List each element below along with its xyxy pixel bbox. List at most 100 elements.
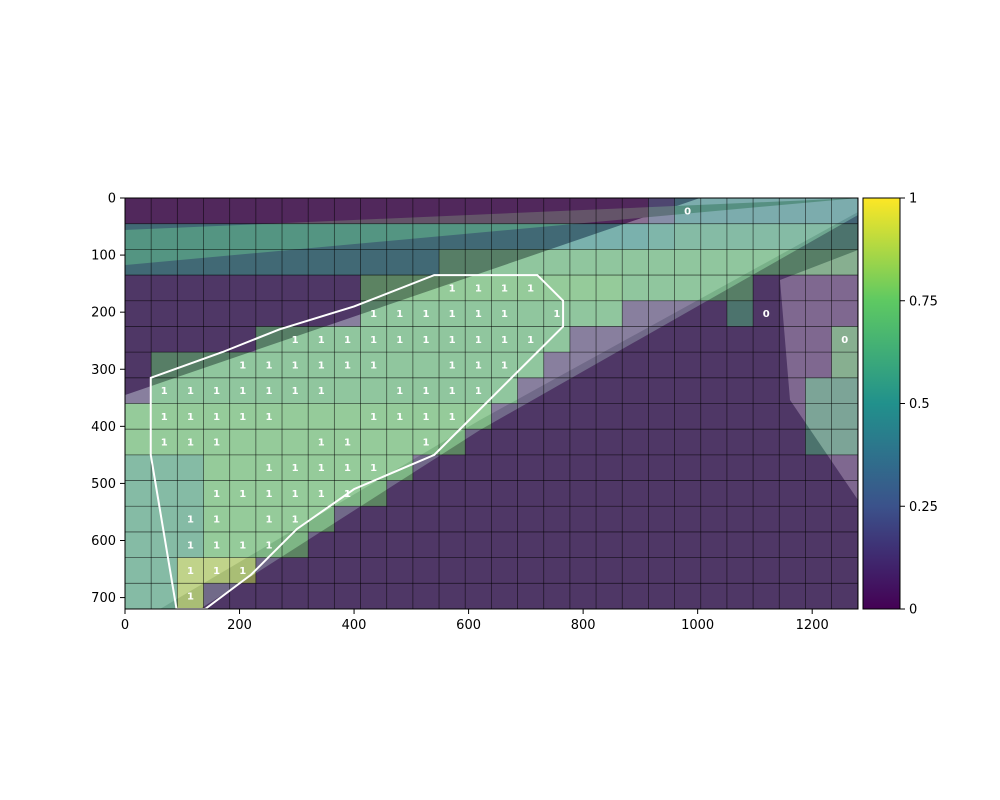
heatmap-cell — [805, 223, 832, 250]
heatmap-cell — [491, 480, 518, 507]
heatmap-cell — [726, 583, 754, 609]
heatmap-cell — [517, 300, 544, 327]
heatmap-cell — [543, 377, 570, 404]
cell-label: 1 — [213, 412, 220, 423]
region-of-interest-polygon — [149, 274, 565, 609]
heatmap-cell — [805, 531, 832, 558]
heatmap-cell — [674, 583, 701, 609]
heatmap-cell — [726, 326, 754, 353]
heatmap-cell — [753, 454, 780, 481]
heatmap-cell — [360, 249, 387, 276]
heatmap-cell — [831, 198, 858, 224]
heatmap-cell — [805, 198, 832, 224]
cell-label: 1 — [475, 335, 482, 346]
heatmap-cell — [753, 557, 780, 584]
cell-label: 1 — [187, 592, 194, 603]
heatmap-cell — [596, 506, 623, 532]
heatmap-cell — [700, 249, 727, 276]
cell-label: 1 — [422, 335, 429, 346]
heatmap-cell — [465, 480, 492, 507]
heatmap-cell — [622, 300, 649, 327]
heatmap-cell — [412, 583, 440, 609]
heatmap-cell — [412, 326, 440, 353]
heatmap-cell — [805, 403, 832, 430]
x-tick-label: 800 — [571, 618, 596, 633]
cell-label: 1 — [344, 489, 351, 500]
heatmap-cell — [779, 557, 806, 584]
heatmap-cell — [831, 429, 858, 455]
heatmap-cell — [491, 403, 518, 430]
heatmap-cell — [779, 480, 806, 507]
heatmap-cell — [622, 275, 649, 301]
heatmap-cell — [229, 275, 256, 301]
heatmap-cell — [569, 352, 597, 378]
heatmap-cell — [360, 531, 387, 558]
heatmap-cell — [831, 531, 858, 558]
heatmap-cell — [229, 531, 256, 558]
heatmap-cell — [569, 557, 597, 584]
y-tick-label: 300 — [91, 363, 116, 378]
heatmap-cell — [543, 275, 570, 301]
cell-label: 1 — [396, 412, 403, 423]
heatmap-cell — [386, 583, 413, 609]
heatmap-cell — [465, 454, 492, 481]
heatmap-cell — [439, 198, 466, 224]
cell-label: 1 — [370, 412, 377, 423]
heatmap-cell — [491, 454, 518, 481]
heatmap-cell — [308, 429, 335, 455]
heatmap-cell — [569, 223, 597, 250]
heatmap-cell — [596, 429, 623, 455]
cell-label: 1 — [187, 515, 194, 526]
heatmap-cell — [439, 506, 466, 532]
heatmap-cell — [125, 480, 152, 507]
heatmap-cell — [779, 506, 806, 532]
y-tick-label: 200 — [91, 306, 116, 321]
heatmap-cell — [439, 377, 466, 404]
heatmap-cell — [334, 223, 361, 250]
heatmap-cell — [282, 275, 309, 301]
cell-label: 1 — [370, 360, 377, 371]
heatmap-cell — [491, 326, 518, 353]
heatmap-cell — [386, 480, 413, 507]
heatmap-cell — [255, 557, 283, 584]
x-tick-label: 400 — [342, 618, 367, 633]
cell-label: 1 — [527, 283, 534, 294]
heatmap-cell — [177, 249, 204, 276]
cell-label: 1 — [292, 489, 299, 500]
cell-label: 1 — [527, 335, 534, 346]
colorbar-tick-label: 1 — [909, 192, 917, 207]
x-tick-label: 0 — [121, 618, 129, 633]
heatmap-cell — [805, 249, 832, 276]
heatmap-cell — [596, 403, 623, 430]
heatmap-cell — [439, 454, 466, 481]
heatmap-cell — [779, 326, 806, 353]
y-tick-label: 0 — [108, 192, 116, 207]
heatmap-cell — [125, 403, 152, 430]
heatmap-cell — [255, 480, 283, 507]
heatmap-cell — [412, 506, 440, 532]
heatmap-cell — [308, 403, 335, 430]
heatmap-cell — [177, 557, 204, 584]
heatmap-cell — [569, 506, 597, 532]
heatmap-cell — [255, 531, 283, 558]
heatmap-cell — [517, 377, 544, 404]
heatmap-cell — [177, 506, 204, 532]
heatmap-cell — [700, 223, 727, 250]
heatmap-cell — [700, 377, 727, 404]
heatmap-cell — [596, 454, 623, 481]
heatmap-cell — [386, 377, 413, 404]
heatmap-cell — [465, 326, 492, 353]
heatmap-cell — [308, 352, 335, 378]
cell-label: 1 — [187, 386, 194, 397]
heatmap-cell — [334, 429, 361, 455]
y-tick-label: 700 — [91, 591, 116, 606]
heatmap-cell — [282, 429, 309, 455]
heatmap-cell — [779, 403, 806, 430]
heatmap-cell — [386, 429, 413, 455]
cell-label: 1 — [449, 412, 456, 423]
heatmap-cell — [805, 352, 832, 378]
heatmap-cell — [386, 326, 413, 353]
heatmap-cell — [412, 557, 440, 584]
cell-label: 1 — [213, 489, 220, 500]
